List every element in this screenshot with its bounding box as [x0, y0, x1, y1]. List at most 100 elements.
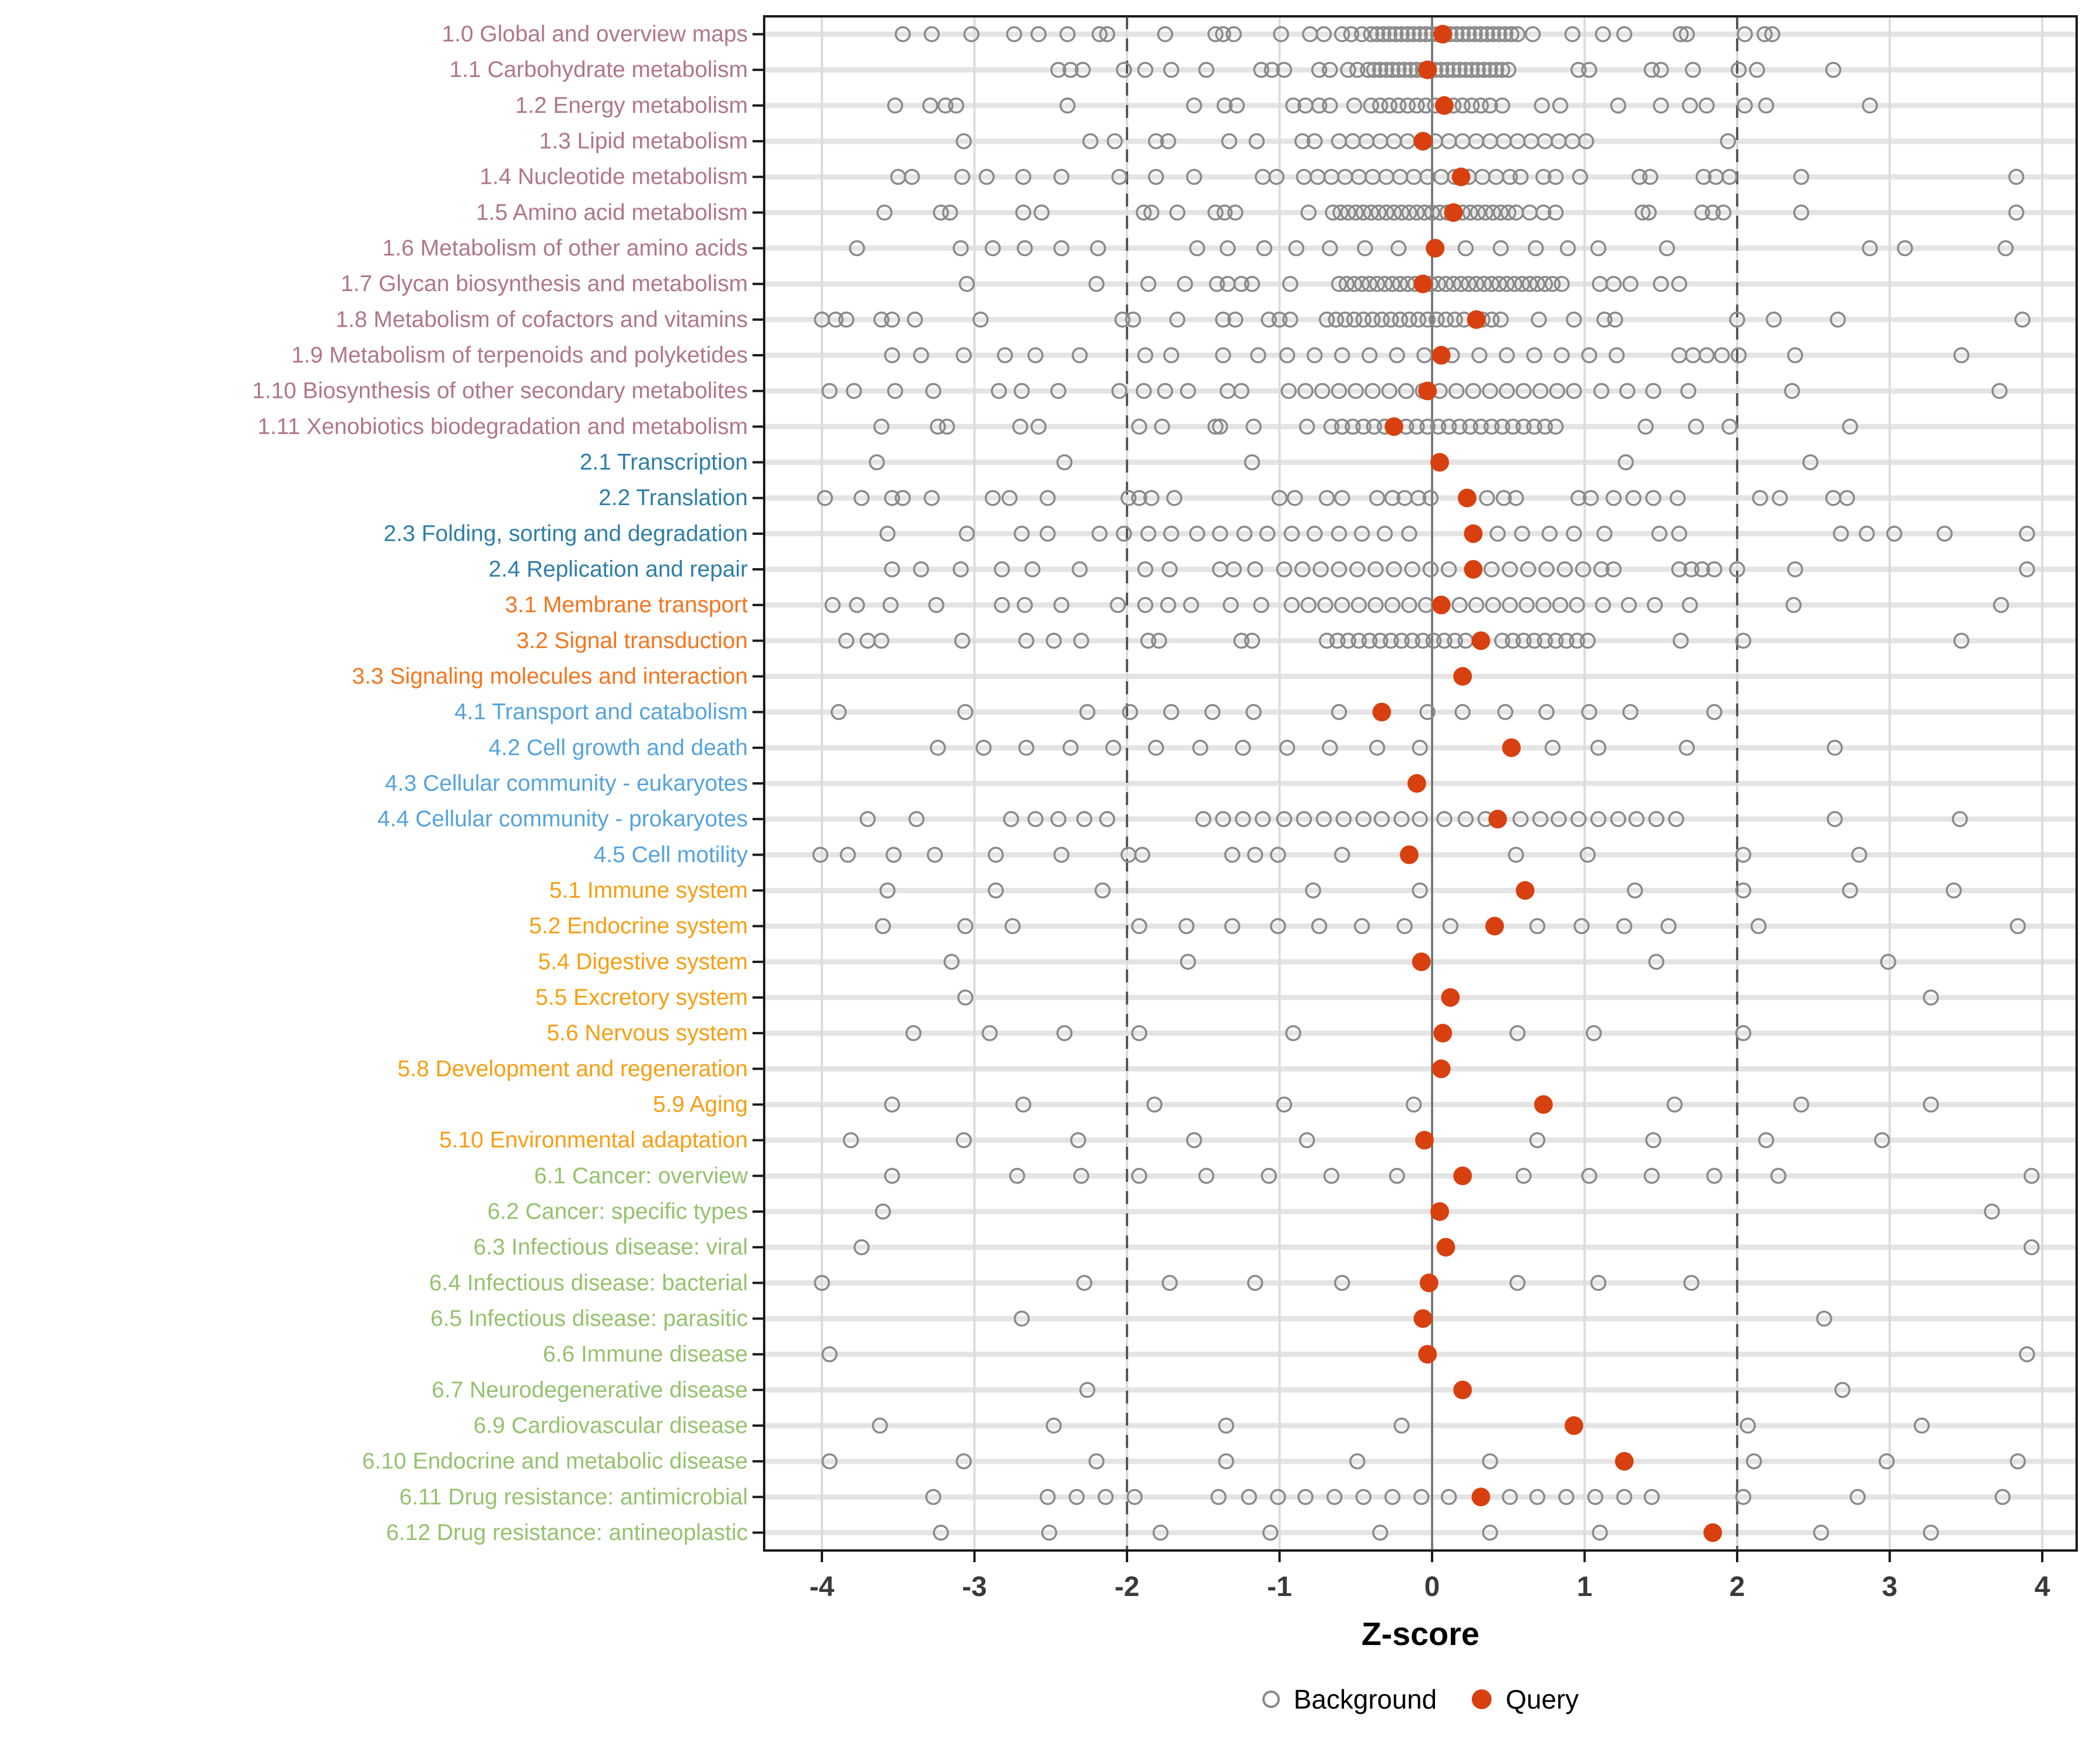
- background-point: [1147, 169, 1164, 185]
- background-point: [1441, 1489, 1457, 1506]
- background-point: [1073, 1168, 1090, 1184]
- background-point: [956, 1453, 972, 1469]
- category-label: 6.5 Infectious disease: parasitic: [430, 1306, 748, 1331]
- background-point: [1645, 383, 1661, 399]
- background-point: [1647, 597, 1663, 613]
- background-point: [1593, 383, 1610, 399]
- query-point: [1418, 382, 1437, 401]
- background-point: [1334, 347, 1350, 363]
- background-point: [923, 26, 940, 43]
- background-point: [1524, 26, 1541, 43]
- background-point: [1015, 204, 1031, 221]
- background-point: [1514, 526, 1531, 542]
- background-point: [1027, 347, 1044, 363]
- background-point: [1001, 489, 1018, 506]
- background-point: [1439, 61, 1455, 78]
- background-point: [1161, 1275, 1178, 1292]
- background-point: [1329, 632, 1346, 649]
- background-point: [1390, 61, 1407, 78]
- x-tick-label: 2: [1730, 1572, 1745, 1602]
- background-point: [1953, 347, 1970, 363]
- background-point: [1678, 26, 1695, 43]
- background-point: [1590, 1275, 1606, 1292]
- background-point: [884, 1168, 901, 1184]
- background-point: [1015, 1096, 1031, 1113]
- background-point: [1462, 204, 1479, 221]
- background-point: [1591, 1524, 1608, 1541]
- background-point: [1619, 383, 1636, 399]
- background-point: [1566, 312, 1582, 328]
- background-point: [1482, 1524, 1499, 1541]
- background-point: [1027, 811, 1044, 827]
- background-point: [1552, 97, 1569, 114]
- background-point: [1131, 1168, 1147, 1184]
- query-point: [1432, 596, 1451, 615]
- background-point: [1485, 26, 1502, 43]
- x-tick-label: -3: [962, 1572, 987, 1602]
- background-point: [1401, 526, 1418, 542]
- background-point: [1729, 312, 1745, 328]
- background-point: [1497, 26, 1514, 43]
- background-point: [1670, 489, 1686, 506]
- background-point: [2008, 169, 2025, 185]
- background-point: [1331, 561, 1348, 578]
- query-point: [1453, 1380, 1472, 1399]
- category-label: 1.6 Metabolism of other amino acids: [383, 236, 748, 261]
- query-point: [1430, 453, 1450, 472]
- background-point: [1595, 597, 1611, 613]
- background-point: [1610, 811, 1626, 827]
- background-point: [1424, 204, 1440, 221]
- background-point: [1348, 383, 1364, 399]
- category-label: 5.5 Excretory system: [536, 985, 748, 1010]
- background-point: [1678, 740, 1695, 756]
- background-point: [1706, 1168, 1723, 1184]
- background-point: [1839, 489, 1856, 506]
- category-label: 4.3 Cellular community - eukaryotes: [385, 771, 748, 796]
- background-point: [884, 561, 901, 578]
- background-point: [853, 489, 870, 506]
- background-point: [1538, 561, 1555, 578]
- background-point: [1362, 275, 1378, 292]
- x-tick-label: 0: [1424, 1572, 1440, 1602]
- background-point: [1245, 704, 1262, 720]
- background-point: [1248, 133, 1265, 149]
- query-point: [1502, 738, 1521, 757]
- background-point: [1192, 740, 1209, 756]
- background-point: [1389, 1168, 1405, 1184]
- background-point: [1793, 1096, 1810, 1113]
- background-point: [1499, 383, 1515, 399]
- background-point: [1622, 704, 1639, 720]
- background-point: [1880, 954, 1896, 970]
- background-point: [1472, 26, 1489, 43]
- background-point: [1482, 383, 1499, 399]
- background-point: [1276, 561, 1293, 578]
- background-point: [1140, 526, 1157, 542]
- background-point: [1622, 275, 1639, 292]
- background-point: [1502, 169, 1518, 185]
- background-point: [842, 1132, 859, 1149]
- category-label: 5.1 Immune system: [550, 878, 748, 903]
- background-point: [1314, 383, 1331, 399]
- background-point: [1210, 1489, 1227, 1506]
- background-point: [1131, 1025, 1147, 1041]
- background-point: [884, 347, 901, 363]
- category-label: 4.1 Transport and catabolism: [454, 699, 748, 724]
- background-point: [1218, 1453, 1234, 1469]
- background-point: [1766, 312, 1782, 328]
- background-point: [1366, 61, 1382, 78]
- background-point: [1283, 526, 1300, 542]
- background-point: [1224, 918, 1241, 935]
- background-point: [1750, 918, 1767, 935]
- background-point: [1643, 1489, 1660, 1506]
- background-point: [1735, 846, 1752, 863]
- background-point: [1896, 240, 1913, 257]
- background-point: [1994, 1489, 2011, 1506]
- background-point: [1715, 204, 1732, 221]
- background-point: [1758, 1132, 1774, 1149]
- background-point: [1111, 383, 1128, 399]
- background-point: [1097, 1489, 1114, 1506]
- background-point: [838, 312, 855, 328]
- background-point: [981, 1025, 998, 1041]
- background-point: [1146, 1096, 1163, 1113]
- background-point: [1445, 61, 1462, 78]
